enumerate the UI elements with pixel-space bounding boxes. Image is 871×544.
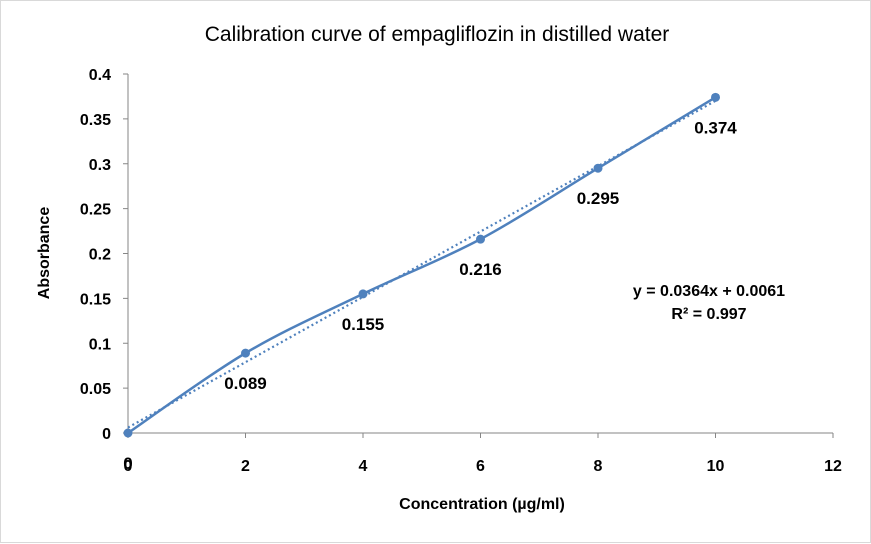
data-labels: 0 0.089 0.155 0.216 0.295 0.374 (123, 118, 737, 473)
data-point (476, 234, 485, 244)
y-tick-label: 0.05 (80, 381, 111, 398)
y-axis-title: Absorbance (36, 207, 53, 300)
y-tick-label: 0.2 (89, 247, 111, 264)
y-tick-label: 0.3 (89, 157, 111, 174)
y-tick-label: 0.4 (89, 67, 111, 84)
data-point (593, 163, 603, 173)
data-label: 0.295 (577, 189, 620, 208)
x-tick-label: 12 (824, 458, 842, 475)
y-tick-label: 0.35 (80, 112, 111, 129)
x-tick-label: 10 (707, 458, 725, 475)
data-point (711, 92, 720, 102)
chart-title: Calibration curve of empagliflozin in di… (205, 23, 670, 46)
data-point (358, 289, 368, 299)
data-point (241, 348, 250, 358)
y-tick-label: 0.1 (89, 336, 111, 353)
y-tick-label: 0 (102, 426, 111, 443)
y-tick-label: 0.25 (80, 202, 111, 219)
x-tick-label: 4 (359, 458, 368, 475)
axes: 0 0.05 0.1 0.15 0.2 0.25 0.3 0.35 0.4 0 2 4 6 8 10 12 (80, 67, 842, 475)
y-tick-label: 0.15 (80, 291, 111, 308)
data-label: 0.216 (459, 260, 502, 279)
data-label: 0 (123, 454, 132, 473)
x-tick-label: 8 (594, 458, 603, 475)
series-line (127, 96, 717, 435)
x-tick-label: 2 (241, 458, 250, 475)
x-axis-title: Concentration (µg/ml) (399, 496, 565, 513)
data-label: 0.155 (342, 315, 385, 334)
x-tick-label: 0 (124, 458, 133, 475)
data-label: 0.089 (224, 374, 267, 393)
data-label: 0.374 (694, 118, 737, 137)
trendline-r-squared: R² = 0.997 (671, 306, 746, 323)
trendline-equation: y = 0.0364x + 0.0061 (633, 283, 785, 300)
x-tick-label: 6 (476, 458, 485, 475)
data-point (123, 428, 133, 438)
series (123, 92, 720, 438)
